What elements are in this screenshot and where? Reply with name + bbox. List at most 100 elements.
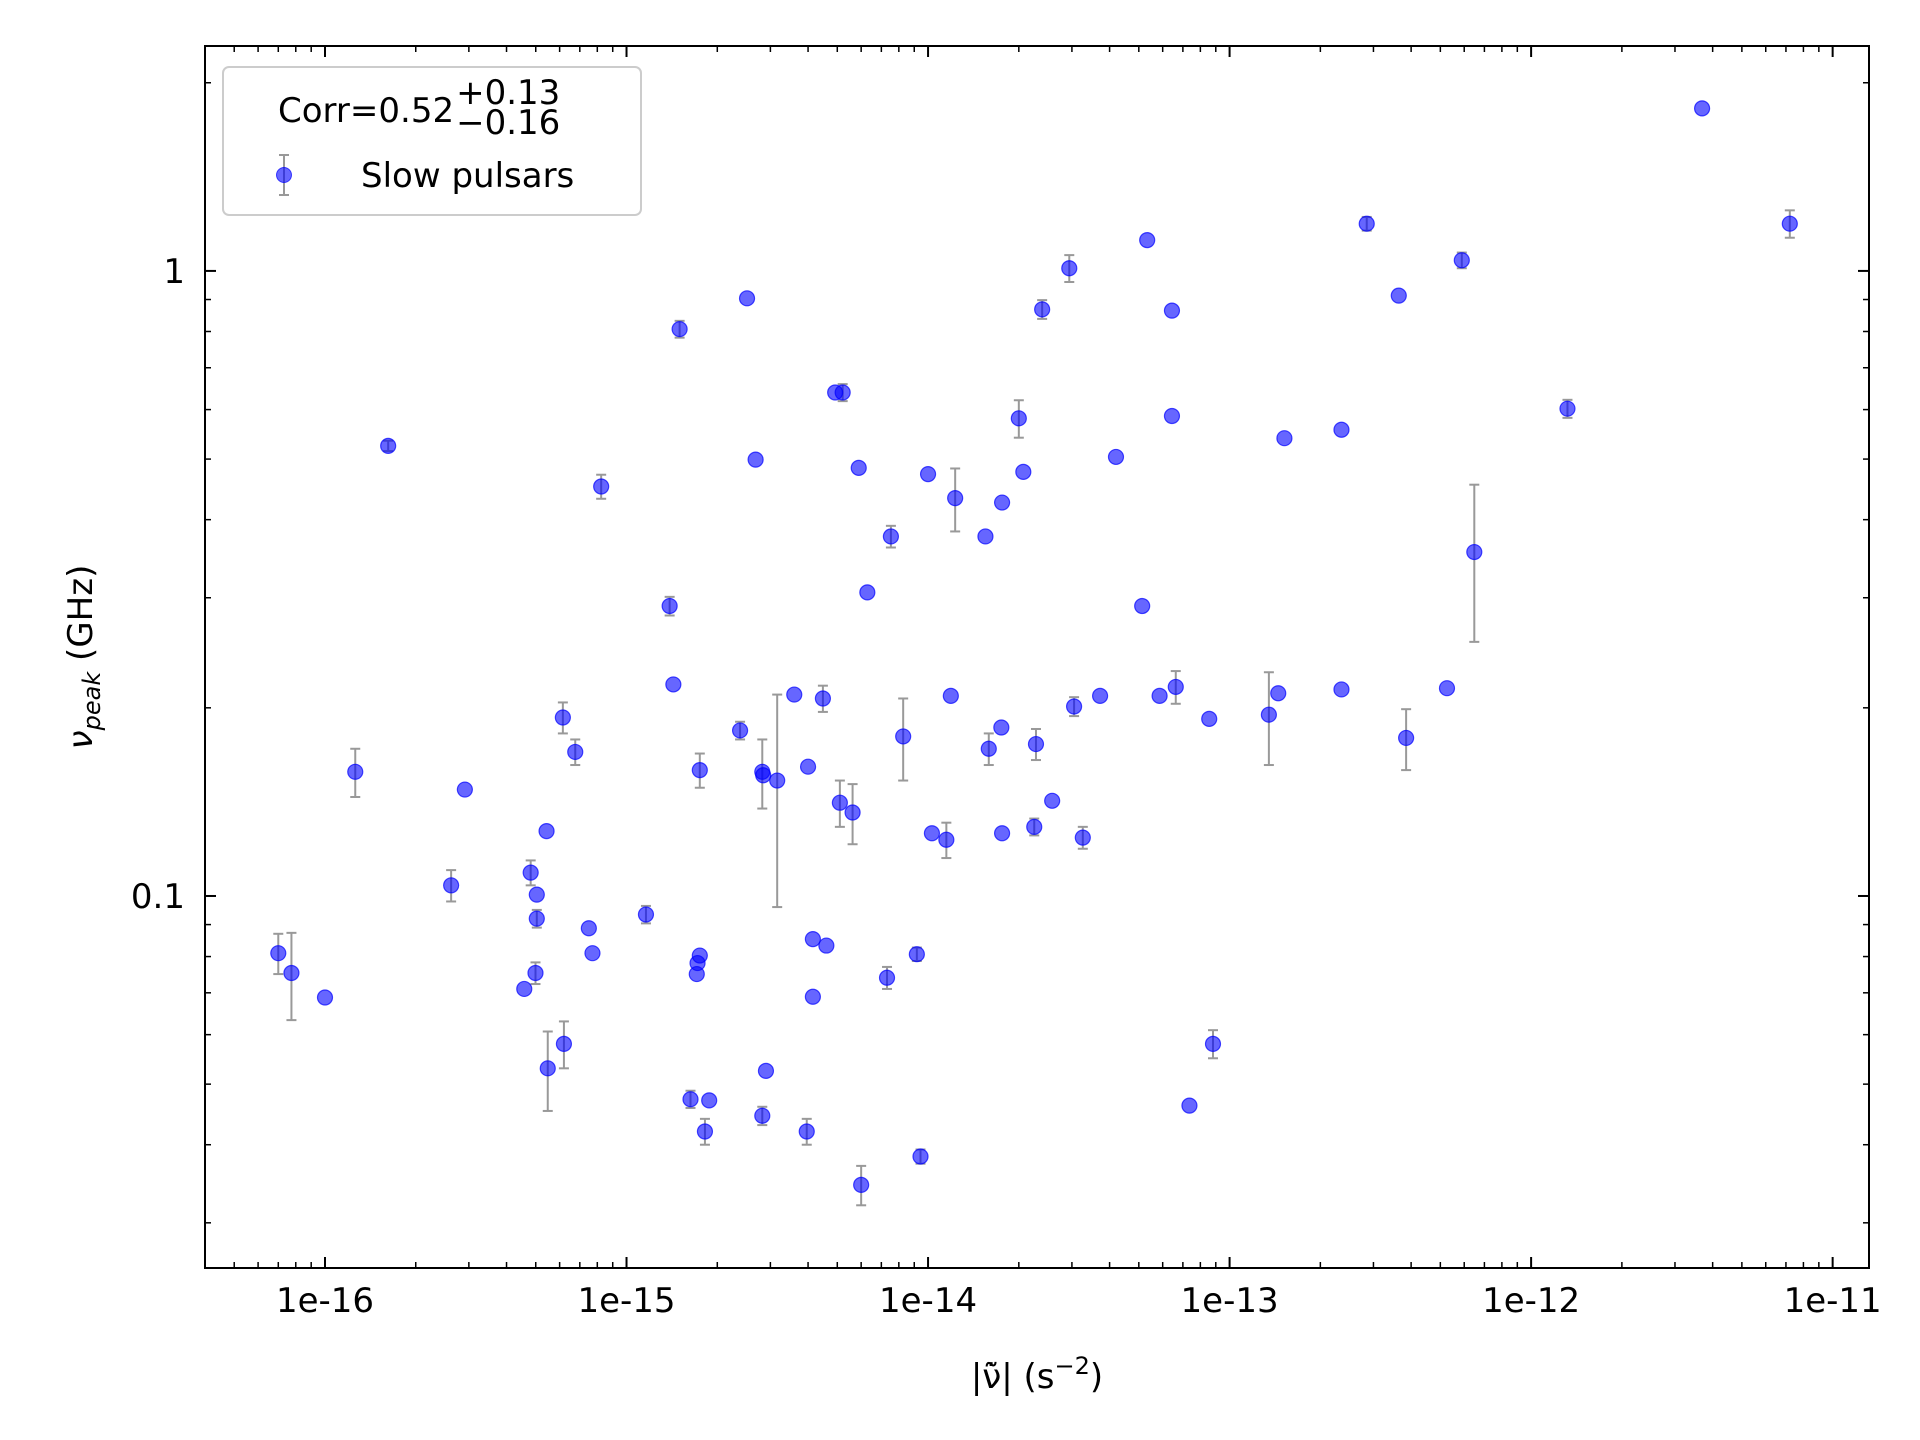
data-point <box>567 743 584 761</box>
legend-box <box>222 66 642 216</box>
data-point <box>1466 543 1483 561</box>
data-point <box>755 767 772 784</box>
legend: Corr=0.52 +0.13 −0.16 Slow pulsars <box>222 66 642 216</box>
data-point <box>1151 687 1168 704</box>
data-point <box>804 988 821 1005</box>
data-point <box>799 758 817 775</box>
x-tick-label: 1e-14 <box>879 1281 977 1321</box>
data-point <box>1181 1097 1198 1114</box>
error-bar <box>1469 483 1480 643</box>
data-point <box>831 794 848 811</box>
y-label-tail: (GHz) <box>61 565 101 672</box>
data-point <box>1270 685 1287 702</box>
x-label-sup: −2 <box>1055 1352 1090 1380</box>
data-point <box>850 459 867 477</box>
data-point <box>528 886 545 903</box>
data-point <box>1010 410 1027 427</box>
axes-frame <box>204 45 1870 1269</box>
data-point <box>1693 100 1711 117</box>
data-point <box>754 1107 771 1124</box>
data-point <box>1134 597 1151 615</box>
legend-label: Slow pulsars <box>361 156 574 196</box>
data-point <box>1438 680 1456 697</box>
data-point <box>834 384 851 401</box>
x-label-tail: ) <box>1090 1357 1103 1397</box>
data-point <box>1163 407 1181 425</box>
data-point <box>539 1060 556 1077</box>
data-point <box>804 931 821 948</box>
data-point <box>908 946 925 963</box>
data-point <box>993 494 1011 511</box>
legend-point <box>276 167 292 183</box>
x-tick-label: 1e-16 <box>276 1281 374 1321</box>
data-point <box>1139 232 1156 249</box>
data-point <box>443 877 460 894</box>
data-point <box>895 728 912 745</box>
data-point <box>516 980 533 998</box>
legend-title-sup: +0.13 <box>456 73 560 113</box>
data-point <box>980 740 997 757</box>
data-point <box>1026 818 1043 835</box>
data-point <box>1333 421 1350 438</box>
data-point <box>1390 287 1407 304</box>
data-point <box>919 466 937 483</box>
data-point <box>1091 687 1109 704</box>
data-point <box>1781 215 1798 232</box>
error-bar <box>772 693 783 909</box>
plot-layer <box>270 100 1798 1207</box>
data-point <box>757 1062 775 1080</box>
legend-title-text: Corr=0.52 <box>278 91 454 131</box>
data-point <box>1015 463 1032 480</box>
y-tick-label: 0.1 <box>131 877 185 917</box>
data-point <box>701 1092 718 1109</box>
data-point <box>593 478 610 495</box>
data-point <box>993 825 1011 842</box>
y-axis-label: νpeak (GHz) <box>61 565 106 750</box>
x-axis-label: |ν̃̇| (s−2) <box>971 1352 1103 1397</box>
data-point <box>1201 710 1218 728</box>
legend-title-sub: −0.16 <box>456 103 560 143</box>
data-point <box>769 772 786 789</box>
data-point <box>1276 430 1293 447</box>
data-point <box>456 781 473 798</box>
x-tick-label: 1e-15 <box>577 1281 675 1321</box>
data-point <box>938 831 955 848</box>
data-point <box>1260 706 1277 723</box>
data-point <box>555 1035 573 1052</box>
data-point <box>584 945 601 962</box>
data-point <box>1333 681 1350 698</box>
data-point <box>977 528 994 545</box>
data-point <box>671 321 688 338</box>
legend-marker <box>276 154 292 196</box>
data-point <box>853 1176 870 1193</box>
data-point <box>738 290 756 307</box>
data-point <box>1044 792 1061 809</box>
data-point <box>580 920 597 937</box>
data-point <box>912 1148 929 1165</box>
x-label-text: |ν̃̇| (s <box>971 1357 1055 1397</box>
data-point <box>818 937 835 954</box>
legend-title: Corr=0.52 <box>278 91 454 131</box>
data-point <box>347 763 364 780</box>
data-point <box>747 451 764 468</box>
data-point <box>527 964 544 982</box>
data-point <box>923 825 941 842</box>
data-point <box>538 822 555 840</box>
data-point <box>1107 448 1125 466</box>
data-point <box>270 945 287 962</box>
data-point <box>661 597 678 615</box>
data-point <box>786 686 803 703</box>
data-point <box>665 676 682 693</box>
data-point <box>380 437 397 454</box>
data-point <box>1167 678 1184 696</box>
data-point <box>942 687 959 704</box>
data-point <box>993 719 1010 736</box>
y-tick-label: 1 <box>163 252 185 292</box>
data-point <box>1027 735 1045 753</box>
data-point <box>1074 829 1091 846</box>
y-label-text: ν <box>61 730 101 749</box>
data-point <box>814 690 832 707</box>
data-point <box>691 947 708 964</box>
data-point <box>1398 729 1415 747</box>
x-tick-label: 1e-12 <box>1482 1281 1580 1321</box>
